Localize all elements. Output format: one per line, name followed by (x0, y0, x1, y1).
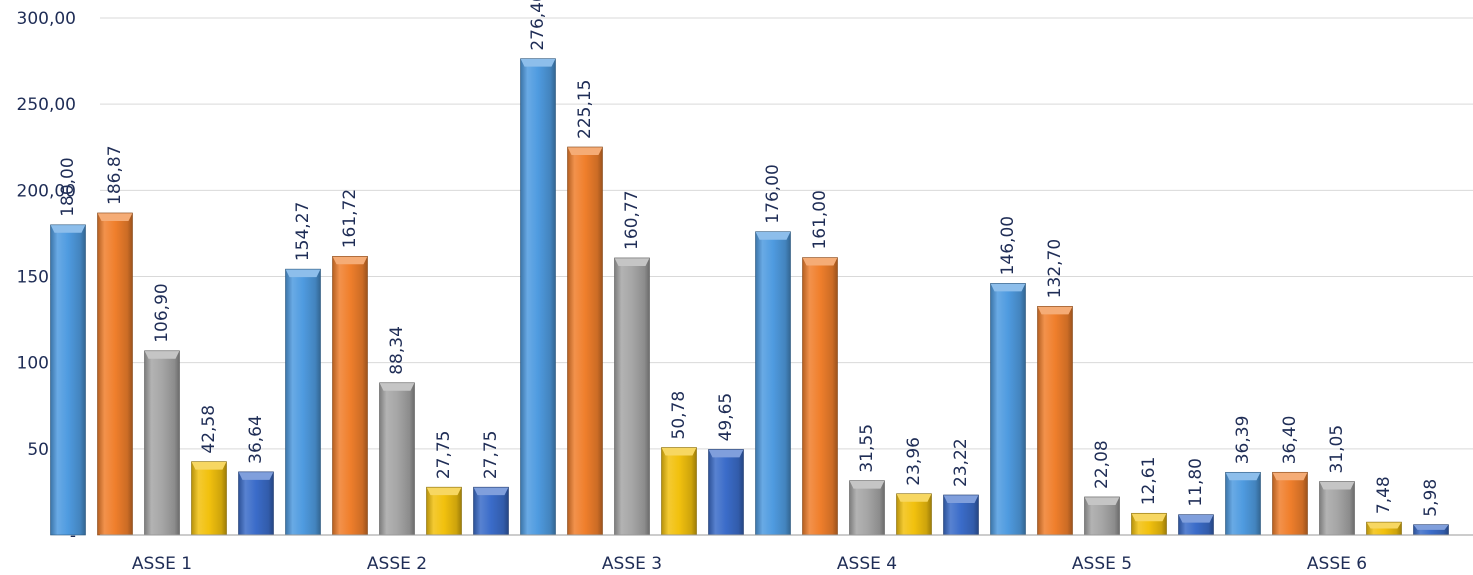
data-label: 27,75 (434, 431, 454, 480)
data-label: 27,75 (481, 431, 501, 480)
bar (1225, 471, 1261, 536)
x-tick-label: ASSE 1 (132, 554, 192, 574)
bar (285, 268, 321, 536)
bar (144, 350, 180, 536)
bar (520, 58, 556, 536)
data-label: 132,70 (1045, 239, 1065, 298)
bar (708, 449, 744, 536)
x-tick-label: ASSE 3 (602, 554, 662, 574)
bar (332, 256, 368, 536)
data-label: 106,90 (152, 283, 172, 342)
x-axis-tick-labels: ASSE 1 ASSE 2 ASSE 3 ASSE 4 ASSE 5 ASSE 6 (132, 554, 1367, 574)
bar (1131, 512, 1167, 536)
data-label: 31,05 (1327, 425, 1347, 474)
data-label: 50,78 (669, 391, 689, 440)
x-tick-label: ASSE 5 (1072, 554, 1132, 574)
data-label: 5,98 (1421, 479, 1441, 517)
bar (1084, 496, 1120, 536)
data-label: 146,00 (998, 216, 1018, 275)
bar (1319, 481, 1355, 536)
bar (473, 486, 509, 536)
y-tick-label: 300,00 (17, 9, 76, 29)
data-label: 88,34 (387, 326, 407, 375)
y-tick-label: 200,00 (17, 181, 76, 201)
data-label: 49,65 (716, 393, 736, 442)
data-label: 186,87 (105, 145, 125, 204)
bar (238, 471, 274, 536)
data-label: 176,00 (763, 164, 783, 223)
bar (802, 257, 838, 536)
bar (1272, 471, 1308, 536)
bar (1178, 514, 1214, 536)
bars (50, 58, 1449, 536)
data-label: 161,00 (810, 190, 830, 249)
bar (97, 212, 133, 536)
data-label: 23,96 (904, 437, 924, 486)
data-label: 154,27 (293, 202, 313, 261)
data-label: 11,80 (1186, 458, 1206, 507)
bar (849, 480, 885, 536)
data-label: 12,61 (1139, 457, 1159, 506)
data-label: 36,64 (246, 415, 266, 464)
bar (1366, 521, 1402, 536)
bar (990, 283, 1026, 536)
data-label: 160,77 (622, 190, 642, 249)
x-tick-label: ASSE 6 (1307, 554, 1367, 574)
data-label: 225,15 (575, 80, 595, 139)
bar (661, 447, 697, 536)
bar (426, 486, 462, 536)
data-label: 7,48 (1374, 476, 1394, 514)
data-label: 36,40 (1280, 416, 1300, 465)
bar (567, 146, 603, 536)
bar (896, 493, 932, 536)
data-label: 23,22 (951, 438, 971, 487)
bar (1037, 306, 1073, 536)
data-label: 31,55 (857, 424, 877, 473)
y-tick-label: - (70, 526, 76, 546)
bar (1413, 524, 1449, 536)
data-label: 180,00 (58, 157, 78, 216)
bar (614, 257, 650, 536)
bar (379, 382, 415, 536)
data-label: 276,40 (528, 0, 548, 51)
x-tick-label: ASSE 4 (837, 554, 897, 574)
y-tick-label: 250,00 (17, 95, 76, 115)
bar (755, 231, 791, 536)
data-label: 22,08 (1092, 440, 1112, 489)
bar (191, 461, 227, 536)
x-tick-label: ASSE 2 (367, 554, 427, 574)
data-labels: 180,00 186,87 106,90 42,58 36,64 154,27 161,72… (58, 0, 1441, 517)
data-label: 161,72 (340, 189, 360, 248)
data-label: 36,39 (1233, 416, 1253, 465)
bar (943, 494, 979, 536)
data-label: 42,58 (199, 405, 219, 454)
bar (50, 224, 86, 536)
